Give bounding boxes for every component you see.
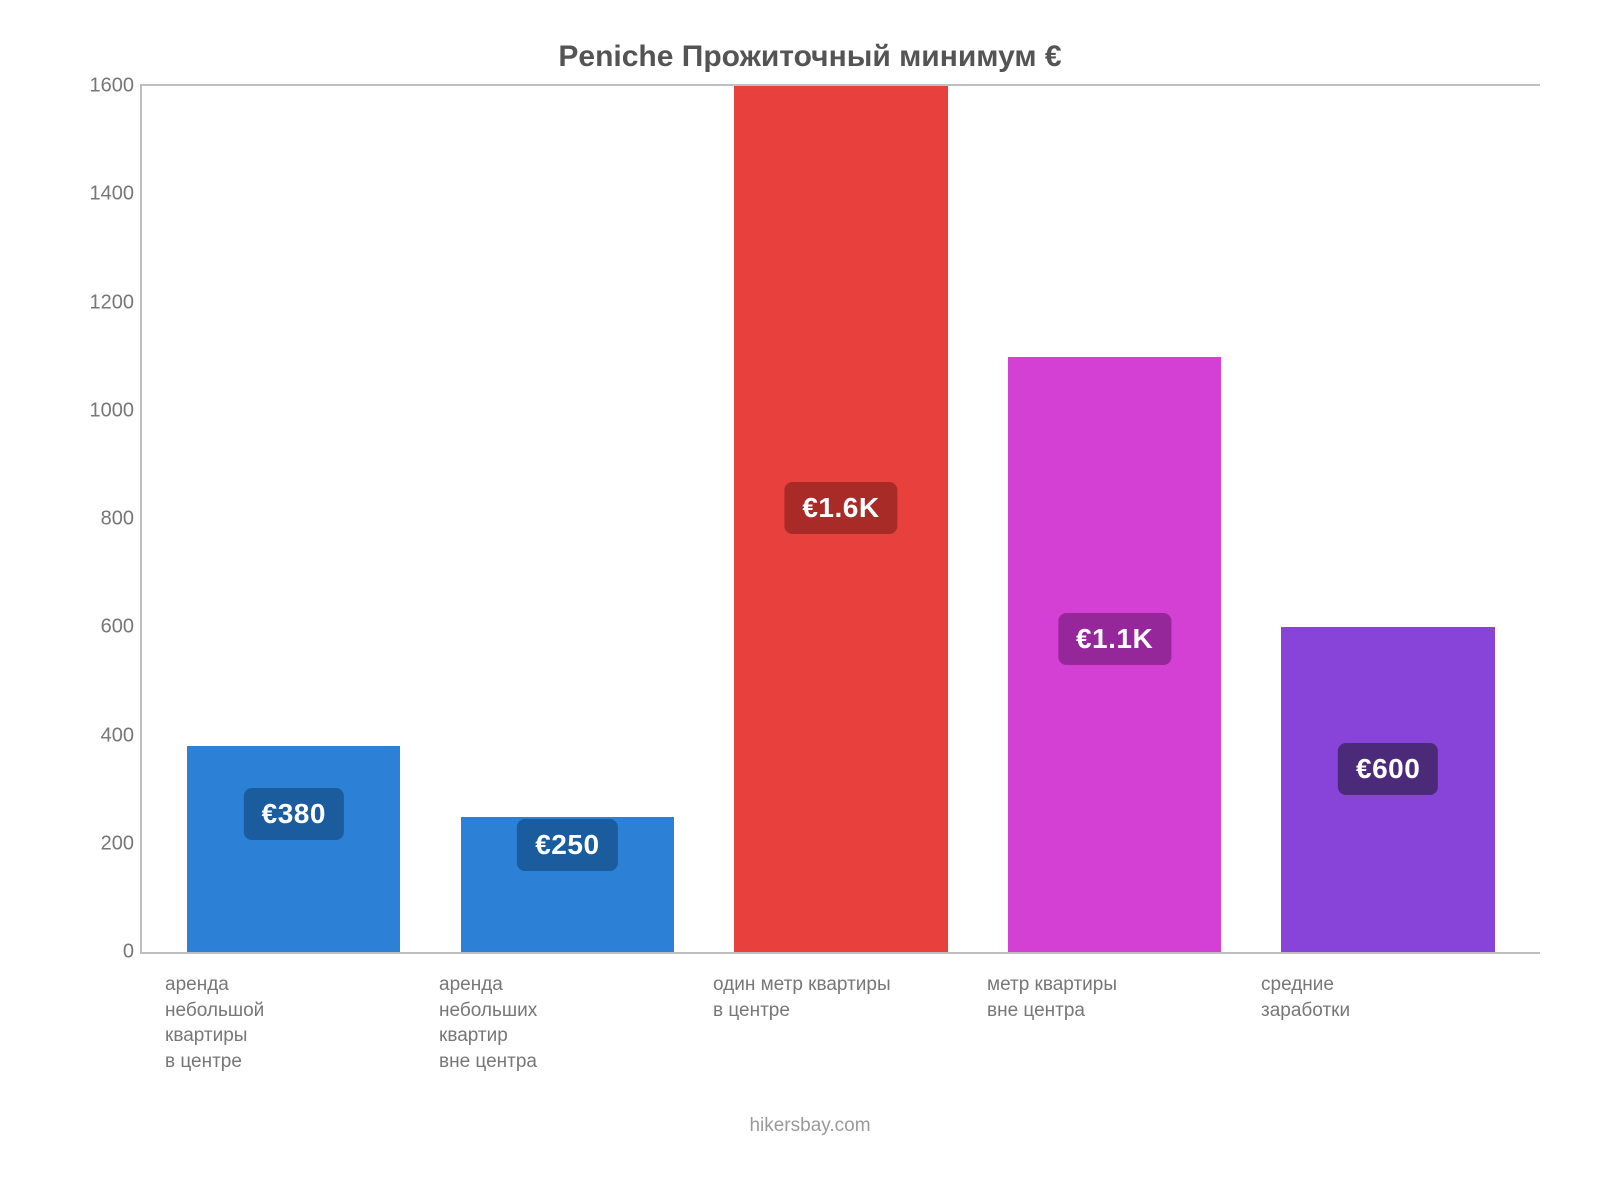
bar: €380 xyxy=(187,746,400,952)
plot-area: 02004006008001000120014001600 €380€250€1… xyxy=(140,84,1540,954)
bars-group: €380 €250 €1.6K €1.1K €600 xyxy=(142,86,1540,952)
x-axis-label: аренданебольшойквартирыв центре xyxy=(155,972,429,1075)
y-tick-label: 1000 xyxy=(90,399,135,422)
y-axis: 02004006008001000120014001600 xyxy=(82,86,142,952)
bar-slot: €250 xyxy=(431,86,705,952)
y-tick-label: 400 xyxy=(101,724,134,747)
y-tick-label: 800 xyxy=(101,508,134,531)
bar: €1.6K xyxy=(734,86,947,952)
value-badge: €1.6K xyxy=(784,482,897,534)
bar-slot: €380 xyxy=(157,86,431,952)
bar-slot: €600 xyxy=(1251,86,1525,952)
y-tick-label: 0 xyxy=(123,941,134,964)
y-tick-label: 1600 xyxy=(90,75,135,98)
x-axis: аренданебольшойквартирыв центреаренданеб… xyxy=(140,954,1540,1075)
value-badge: €380 xyxy=(244,788,344,840)
y-tick-label: 1400 xyxy=(90,183,135,206)
attribution-text: hikersbay.com xyxy=(80,1115,1540,1137)
y-tick-label: 600 xyxy=(101,616,134,639)
bar-slot: €1.6K xyxy=(704,86,978,952)
value-badge: €250 xyxy=(517,819,617,871)
x-axis-label: один метр квартирыв центре xyxy=(703,972,977,1075)
chart-title: Peniche Прожиточный минимум € xyxy=(80,40,1540,74)
bar: €600 xyxy=(1281,627,1494,952)
y-tick-label: 1200 xyxy=(90,291,135,314)
x-axis-label: метр квартирывне центра xyxy=(977,972,1251,1075)
value-badge: €1.1K xyxy=(1058,613,1171,665)
bar: €250 xyxy=(461,817,674,952)
x-axis-label: средниезаработки xyxy=(1251,972,1525,1075)
bar-slot: €1.1K xyxy=(978,86,1252,952)
value-badge: €600 xyxy=(1338,743,1438,795)
bar: €1.1K xyxy=(1008,357,1221,952)
y-tick-label: 200 xyxy=(101,832,134,855)
x-axis-label: аренданебольшихквартирвне центра xyxy=(429,972,703,1075)
chart-container: Peniche Прожиточный минимум € 0 200 400 600… xyxy=(0,0,1600,1200)
